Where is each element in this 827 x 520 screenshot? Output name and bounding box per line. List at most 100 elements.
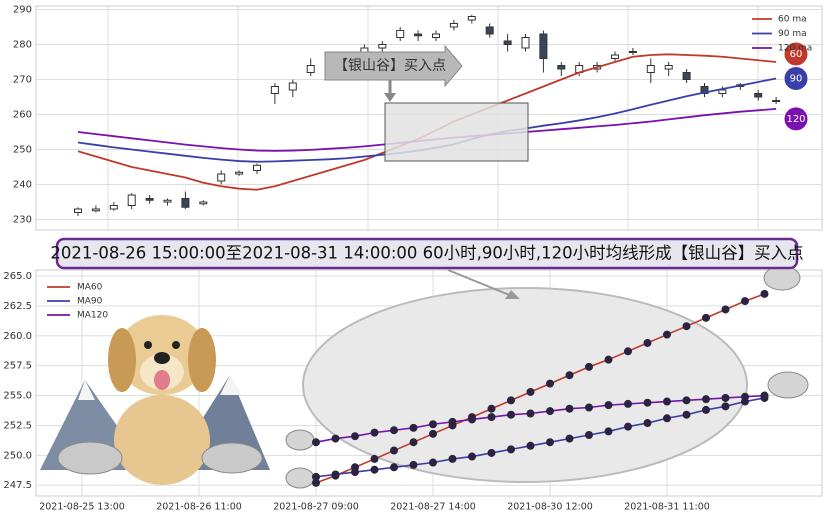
legend-label: 120 ma: [778, 44, 812, 54]
candle-body: [199, 201, 208, 205]
banner-text: 2021-08-26 15:00:00至2021-08-31 14:00:00 …: [50, 244, 803, 263]
candle-body: [181, 198, 190, 208]
point: [487, 413, 496, 422]
point: [468, 452, 476, 461]
candle-body: [503, 40, 512, 45]
point: [760, 289, 769, 298]
end-label: 60: [790, 49, 803, 60]
point: [546, 438, 554, 447]
point: [604, 401, 613, 410]
point: [643, 419, 652, 428]
point: [585, 403, 593, 412]
point: [682, 410, 691, 419]
point: [565, 404, 574, 413]
candle-body: [396, 30, 405, 38]
point: [585, 431, 593, 440]
candle-body: [163, 199, 172, 203]
point: [682, 322, 691, 331]
silver-ingot: [57, 441, 123, 475]
y-tick-label: 247.5: [3, 480, 32, 491]
point: [370, 454, 379, 463]
y-tick-label: 290: [13, 5, 32, 16]
point: [507, 396, 515, 405]
candle-body: [288, 82, 297, 91]
x-tick-label: 2021-08-25 13:00: [39, 502, 125, 513]
candle-body: [217, 173, 226, 182]
silver-ingot: [285, 467, 315, 489]
y-tick-label: 252.5: [3, 420, 32, 431]
end-badge: [783, 106, 809, 132]
point: [312, 438, 320, 447]
banner-pointer: [447, 269, 513, 297]
point: [448, 454, 457, 463]
dog-eye: [172, 341, 180, 349]
candle-body: [270, 86, 279, 94]
dog-tongue: [154, 370, 170, 390]
bottom-panel: 2021-08-25 13:00 2021-08-26 11:00 2021-08-…: [3, 265, 822, 513]
point: [721, 393, 730, 402]
candle-body: [557, 65, 566, 70]
candle-body: [772, 100, 781, 102]
candle-body: [91, 208, 100, 212]
candle-body: [449, 23, 458, 28]
point: [702, 405, 710, 414]
candle-body: [467, 16, 476, 21]
point: [312, 472, 320, 481]
candle-body: [127, 194, 136, 206]
candle-body: [754, 93, 763, 98]
point: [721, 402, 730, 411]
silver-ingot: [767, 371, 809, 399]
point: [585, 362, 593, 371]
candle-body: [485, 26, 494, 35]
point: [663, 330, 671, 339]
candle-body: [539, 33, 548, 59]
annotation-text: 【银山谷】买入点: [334, 58, 446, 74]
x-tick-label: 2021-08-26 11:00: [156, 502, 242, 513]
point: [624, 347, 632, 356]
dog-body: [114, 395, 210, 485]
candle-body: [414, 33, 423, 37]
y-tick-label: 260: [13, 110, 32, 121]
silver-ingot: [763, 265, 801, 291]
y-tick-label: 262.5: [3, 301, 32, 312]
point: [760, 391, 769, 400]
point: [390, 426, 398, 435]
point: [526, 409, 535, 418]
silver-ingot: [201, 442, 263, 474]
point: [526, 387, 535, 396]
point: [507, 445, 515, 454]
point: [702, 313, 710, 322]
point: [546, 379, 554, 388]
y-tick-label: 255.0: [3, 391, 32, 402]
point: [741, 297, 749, 306]
candle-body: [109, 205, 118, 210]
candle-body: [432, 33, 440, 38]
highlight-box: [384, 102, 529, 162]
banner-pointer-head: [505, 290, 520, 299]
candle-body: [700, 86, 709, 94]
highlight-ellipse: [302, 287, 748, 483]
candle-body: [378, 44, 387, 49]
candle-body: [74, 208, 82, 213]
x-tick-label: 2021-08-31 11:00: [624, 502, 710, 513]
point: [429, 429, 437, 438]
point: [487, 404, 496, 413]
point: [526, 441, 535, 450]
y-tick-label: 260.0: [3, 331, 32, 342]
point: [546, 407, 554, 416]
point: [565, 434, 574, 443]
dog-eye: [144, 341, 152, 349]
legend-label: 90 ma: [778, 29, 807, 39]
y-tick-label: 257.5: [3, 361, 32, 372]
banner: [55, 237, 799, 270]
candle-body: [253, 164, 261, 171]
silver-ingot: [285, 429, 315, 451]
y-tick-label: 270: [13, 75, 32, 86]
dog-ear: [108, 328, 136, 392]
point: [721, 305, 730, 314]
point: [702, 395, 710, 404]
point: [429, 420, 437, 429]
y-tick-label: 230: [13, 215, 32, 226]
candle-body: [646, 65, 655, 73]
